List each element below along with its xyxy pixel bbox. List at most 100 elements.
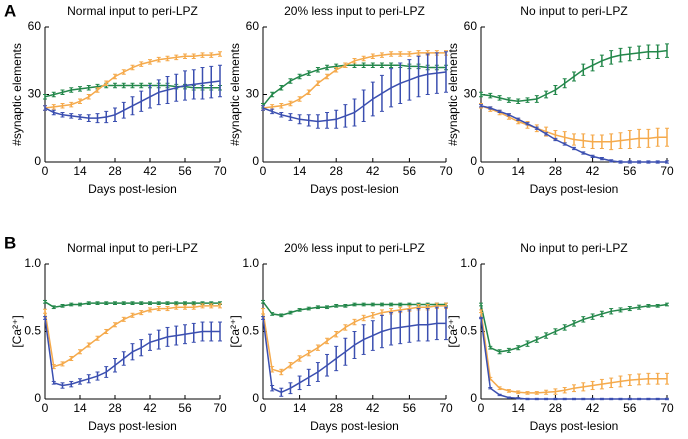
series-line (480, 49, 668, 103)
y-tick-label: 0.5 (242, 324, 259, 338)
series (43, 303, 222, 370)
series (261, 302, 448, 376)
x-tick-label: 70 (213, 164, 227, 178)
panel-label: A (4, 1, 16, 20)
series (43, 64, 222, 124)
panel-label: B (4, 233, 16, 252)
series (479, 316, 669, 401)
x-tick-label: 28 (549, 401, 563, 415)
series (479, 309, 669, 395)
y-tick-label: 30 (28, 87, 42, 101)
y-tick-label: 0 (34, 154, 41, 168)
chart-title: No input to peri-LPZ (520, 241, 627, 255)
y-axis-label: #synaptic elements (10, 43, 24, 146)
x-tick-label: 28 (330, 401, 344, 415)
series-line (480, 105, 667, 163)
x-tick-label: 70 (660, 164, 674, 178)
x-tick-label: 56 (178, 164, 192, 178)
series-line (480, 311, 667, 394)
x-tick-label: 0 (260, 164, 267, 178)
x-tick-label: 42 (143, 164, 157, 178)
y-axis-label: #synaptic elements (228, 43, 242, 146)
y-axis-label: [Ca²⁺] (10, 315, 24, 347)
series (43, 51, 222, 111)
x-tick-label: 56 (403, 164, 417, 178)
x-tick-label: 42 (143, 401, 157, 415)
series-line (262, 71, 447, 123)
x-tick-label: 28 (330, 164, 344, 178)
x-tick-label: 70 (439, 164, 453, 178)
series-line (44, 80, 221, 119)
x-tick-label: 70 (213, 401, 227, 415)
y-tick-label: 1.0 (242, 256, 259, 270)
x-tick-label: 42 (366, 164, 380, 178)
y-axis-label: #synaptic elements (446, 43, 460, 146)
series-line (262, 317, 446, 394)
chart-title: 20% less input to peri-LPZ (284, 4, 425, 18)
x-tick-label: 42 (366, 401, 380, 415)
series-line (480, 105, 667, 143)
x-tick-label: 0 (42, 401, 49, 415)
series-line (262, 52, 446, 109)
x-axis-label: Days post-lesion (530, 419, 619, 433)
x-tick-label: 56 (178, 401, 192, 415)
x-axis-label: Days post-lesion (310, 419, 399, 433)
series-line (480, 317, 667, 400)
x-tick-label: 14 (293, 164, 307, 178)
x-tick-label: 14 (73, 164, 87, 178)
x-tick-label: 28 (108, 164, 122, 178)
series-line (262, 301, 446, 317)
y-tick-label: 60 (246, 19, 260, 33)
series-line (262, 305, 446, 373)
series (261, 306, 448, 397)
x-tick-label: 0 (42, 164, 49, 178)
y-tick-label: 30 (246, 87, 260, 101)
y-tick-label: 0 (470, 154, 477, 168)
series (479, 43, 669, 104)
x-tick-label: 42 (586, 164, 600, 178)
series-line (44, 301, 220, 308)
x-tick-label: 56 (403, 401, 417, 415)
series-line (480, 303, 668, 353)
y-tick-label: 60 (28, 19, 42, 33)
x-tick-label: 14 (512, 164, 526, 178)
x-tick-label: 0 (260, 401, 267, 415)
series (479, 103, 669, 151)
x-axis-label: Days post-lesion (88, 182, 177, 196)
series (261, 51, 448, 129)
series-line (262, 64, 446, 107)
chart-title: Normal input to peri-LPZ (67, 241, 198, 255)
chart-title: No input to peri-LPZ (520, 4, 627, 18)
y-axis-label: [Ca²⁺] (446, 315, 460, 347)
x-tick-label: 42 (586, 401, 600, 415)
series (43, 316, 222, 389)
x-axis-label: Days post-lesion (310, 182, 399, 196)
y-tick-label: 30 (464, 87, 478, 101)
y-axis-label: [Ca²⁺] (228, 315, 242, 347)
chart-title: Normal input to peri-LPZ (67, 4, 198, 18)
x-tick-label: 56 (623, 401, 637, 415)
chart-title: 20% less input to peri-LPZ (284, 241, 425, 255)
x-tick-label: 14 (73, 401, 87, 415)
y-tick-label: 0.5 (460, 324, 477, 338)
x-axis-label: Days post-lesion (88, 419, 177, 433)
x-tick-label: 28 (549, 164, 563, 178)
y-tick-label: 60 (464, 19, 478, 33)
x-tick-label: 56 (623, 164, 637, 178)
y-tick-label: 0 (470, 391, 477, 405)
x-tick-label: 70 (439, 401, 453, 415)
series-line (44, 305, 220, 368)
x-tick-label: 28 (108, 401, 122, 415)
x-axis-label: Days post-lesion (530, 182, 619, 196)
y-tick-label: 1.0 (24, 256, 41, 270)
series (479, 104, 669, 164)
y-tick-label: 0 (252, 391, 259, 405)
series-line (44, 53, 221, 109)
series (43, 299, 222, 310)
y-tick-label: 0 (34, 391, 41, 405)
x-tick-label: 14 (293, 401, 307, 415)
x-tick-label: 14 (512, 401, 526, 415)
y-tick-label: 1.0 (460, 256, 477, 270)
